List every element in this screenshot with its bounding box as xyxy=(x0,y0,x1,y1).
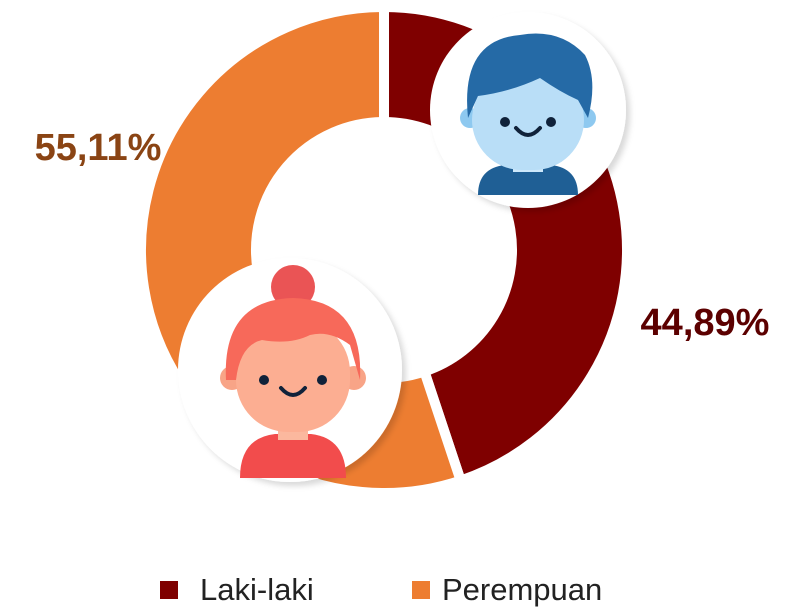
page: {"chart_data": {"type": "pie", "hole": t… xyxy=(0,0,799,613)
chart: 44,89% Laki-laki 55,11% Perempuan xyxy=(0,0,799,613)
legend-label: Perempuan xyxy=(442,572,602,607)
girl-avatar xyxy=(178,258,402,482)
value-label: 55,11% xyxy=(35,127,162,169)
boy-avatar xyxy=(430,12,626,208)
legend-label: Laki-laki xyxy=(200,572,314,607)
value-label: 44,89% xyxy=(641,302,770,344)
legend-swatch xyxy=(160,581,178,599)
legend-swatch xyxy=(412,581,430,599)
